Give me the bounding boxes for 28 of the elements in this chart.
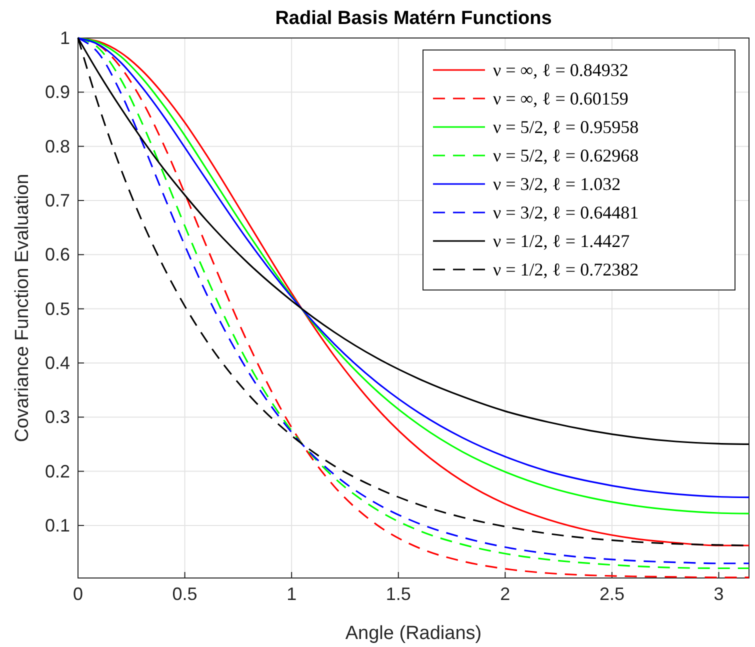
legend-label: ν = ∞, ℓ = 0.84932 <box>493 60 628 80</box>
legend-label: ν = 1/2, ℓ = 0.72382 <box>493 260 639 280</box>
legend-label: ν = 5/2, ℓ = 0.95958 <box>493 117 639 137</box>
y-tick-label: 0.9 <box>44 82 70 102</box>
y-tick-label: 0.7 <box>44 190 70 210</box>
y-tick-label: 0.5 <box>44 298 70 319</box>
x-tick-label: 2 <box>500 584 510 604</box>
x-tick-label: 1 <box>286 584 297 604</box>
x-tick-label: 0.5 <box>172 584 198 604</box>
y-tick-label: 0.3 <box>44 407 70 428</box>
y-tick-label: 1 <box>60 28 70 48</box>
legend-label: ν = ∞, ℓ = 0.60159 <box>493 88 628 108</box>
x-tick-label: 3 <box>714 584 724 604</box>
y-tick-label: 0.1 <box>44 515 70 536</box>
y-axis-title: Covariance Function Evaluation <box>12 174 33 442</box>
legend-label: ν = 5/2, ℓ = 0.62968 <box>493 146 639 166</box>
x-tick-label: 1.5 <box>386 584 411 604</box>
x-tick-label: 2.5 <box>599 584 624 604</box>
y-tick-label: 0.4 <box>44 352 70 373</box>
y-tick-label: 0.2 <box>44 461 70 482</box>
x-axis-title: Angle (Radians) <box>345 623 482 644</box>
y-tick-label: 0.8 <box>44 136 70 156</box>
x-tick-label: 0 <box>72 584 84 604</box>
y-tick-label: 0.6 <box>44 244 70 265</box>
chart-title: Radial Basis Matérn Functions <box>275 8 552 29</box>
legend-label: ν = 3/2, ℓ = 0.64481 <box>493 202 639 222</box>
legend-label: ν = 3/2, ℓ = 1.032 <box>493 174 621 194</box>
legend-label: ν = 1/2, ℓ = 1.4427 <box>493 231 630 251</box>
